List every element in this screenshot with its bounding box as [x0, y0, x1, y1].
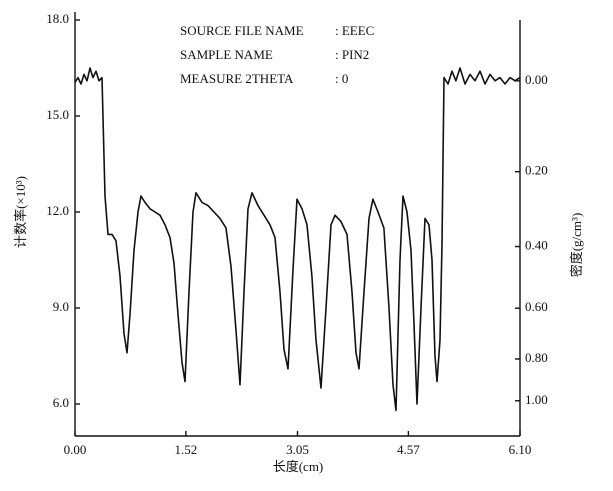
- annotation-value: : EEEC: [335, 23, 374, 38]
- y-tick-label: 12.0: [46, 203, 69, 218]
- y-axis-label: 计数率(×10³): [13, 176, 28, 248]
- x-tick-label: 1.52: [175, 442, 198, 457]
- y2-axis-label: 密度(g/cm³): [569, 213, 584, 278]
- annotation-label: SAMPLE NAME: [180, 47, 273, 62]
- x-tick-label: 0.00: [64, 442, 87, 457]
- x-axis-label: 长度(cm): [273, 459, 324, 474]
- data-line: [74, 67, 521, 412]
- y2-tick-label: 0.80: [525, 350, 548, 365]
- annotation-value: : 0: [335, 71, 348, 86]
- x-tick-label: 3.05: [286, 442, 309, 457]
- y2-tick-label: 0.20: [525, 163, 548, 178]
- x-tick-label: 6.10: [509, 442, 532, 457]
- annotation-label: SOURCE FILE NAME: [180, 23, 304, 38]
- y-tick-label: 6.0: [53, 395, 69, 410]
- y2-tick-label: 0.40: [525, 238, 548, 253]
- x-tick-label: 4.57: [397, 442, 420, 457]
- y2-tick-label: 1.00: [525, 392, 548, 407]
- y-tick-label: 15.0: [46, 107, 69, 122]
- y2-tick-label: 0.60: [525, 299, 548, 314]
- annotation-label: MEASURE 2THETA: [180, 71, 294, 86]
- y-tick-label: 9.0: [53, 299, 69, 314]
- y-tick-label: 18.0: [46, 11, 69, 26]
- y2-tick-label: 0.00: [525, 72, 548, 87]
- annotation-value: : PIN2: [335, 47, 369, 62]
